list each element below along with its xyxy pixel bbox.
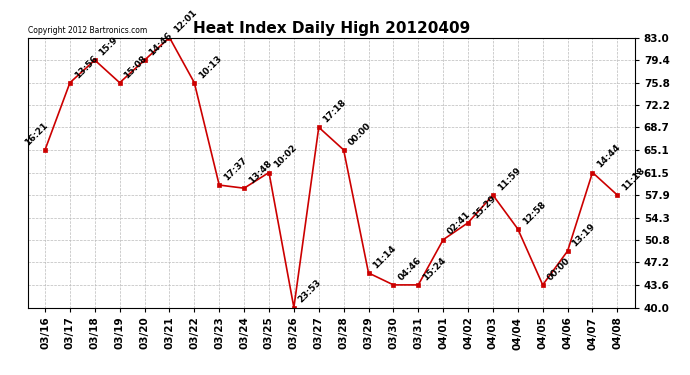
Text: 02:41: 02:41 xyxy=(446,210,473,237)
Text: 15:24: 15:24 xyxy=(421,255,448,282)
Text: 11:18: 11:18 xyxy=(620,166,647,192)
Text: 10:02: 10:02 xyxy=(272,143,298,170)
Text: 14:44: 14:44 xyxy=(595,143,622,170)
Text: 17:18: 17:18 xyxy=(322,98,348,124)
Text: 15:08: 15:08 xyxy=(122,53,149,80)
Text: 10:13: 10:13 xyxy=(197,53,224,80)
Text: 16:21: 16:21 xyxy=(23,120,50,147)
Text: 14:46: 14:46 xyxy=(148,30,174,57)
Text: Copyright 2012 Bartronics.com: Copyright 2012 Bartronics.com xyxy=(28,26,147,35)
Text: 23:53: 23:53 xyxy=(297,278,323,305)
Text: 00:00: 00:00 xyxy=(546,256,572,282)
Text: 15:29: 15:29 xyxy=(471,193,497,220)
Text: 12:58: 12:58 xyxy=(521,200,547,226)
Text: 17:37: 17:37 xyxy=(222,156,249,182)
Text: 11:59: 11:59 xyxy=(495,166,522,192)
Text: 00:00: 00:00 xyxy=(346,121,373,147)
Text: 13:19: 13:19 xyxy=(571,222,597,248)
Text: 13:56: 13:56 xyxy=(72,53,99,80)
Text: 15:9: 15:9 xyxy=(97,35,120,57)
Text: 12:01: 12:01 xyxy=(172,8,199,35)
Title: Heat Index Daily High 20120409: Heat Index Daily High 20120409 xyxy=(193,21,470,36)
Text: 13:48: 13:48 xyxy=(247,159,273,185)
Text: 04:46: 04:46 xyxy=(396,255,423,282)
Text: 11:14: 11:14 xyxy=(371,243,398,270)
